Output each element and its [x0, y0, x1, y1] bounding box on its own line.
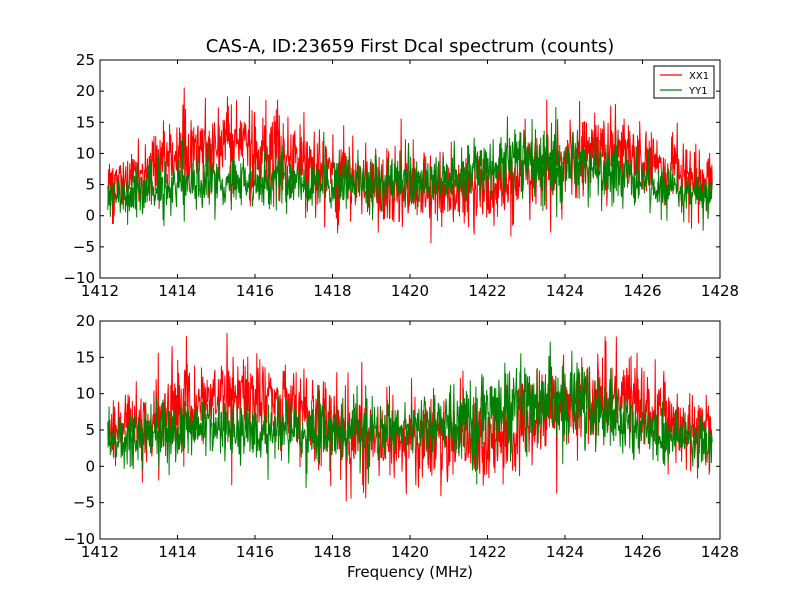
- x-tick-label: 1414: [158, 543, 196, 561]
- y-tick-label: −10: [63, 530, 95, 548]
- y-tick-label: −5: [73, 494, 95, 512]
- y-tick-label: 0: [85, 207, 95, 225]
- y-tick-label: 5: [85, 176, 95, 194]
- x-tick-label: 1422: [468, 282, 506, 300]
- x-tick-label: 1426: [623, 543, 661, 561]
- y-tick-label: 5: [85, 421, 95, 439]
- y-tick-label: 15: [76, 113, 95, 131]
- x-tick-label: 1420: [391, 282, 429, 300]
- x-tick-label: 1424: [546, 543, 584, 561]
- bottom-series-group: [107, 333, 713, 502]
- legend-label-yy1: YY1: [688, 86, 708, 97]
- series-line-panel1-1: [107, 341, 713, 489]
- y-tick-label: 0: [85, 457, 95, 475]
- x-tick-label: 1414: [158, 282, 196, 300]
- top-plot: CAS-A, ID:23659 First Dcal spectrum (cou…: [63, 36, 739, 300]
- y-tick-label: 10: [76, 144, 95, 162]
- x-tick-label: 1424: [546, 282, 584, 300]
- y-tick-label: 20: [76, 312, 95, 330]
- x-tick-label: 1412: [81, 543, 119, 561]
- series-line-yy1: [107, 106, 713, 231]
- x-tick-label: 1420: [391, 543, 429, 561]
- x-tick-label: 1426: [623, 282, 661, 300]
- x-tick-label: 1422: [468, 543, 506, 561]
- bottom-plot: 1412 1414 1416 1418 1420 1422 1424 1426 1428 −10 −…: [63, 312, 739, 581]
- top-plot-frame: [99, 59, 721, 279]
- x-tick-label: 1416: [236, 543, 274, 561]
- top-ticks: 1412 1414 1416 1418 1420 1422 1424 1426 1428 −10 −…: [63, 51, 739, 300]
- bottom-plot-frame: [99, 320, 721, 540]
- bottom-ticks: 1412 1414 1416 1418 1420 1422 1424 1426 1428 −10 −…: [63, 312, 739, 561]
- x-tick-label: 1412: [81, 282, 119, 300]
- top-series-group: [107, 87, 713, 244]
- y-tick-label: 15: [76, 348, 95, 366]
- y-tick-label: 25: [76, 51, 95, 69]
- x-tick-label: 1416: [236, 282, 274, 300]
- x-axis-label: Frequency (MHz): [347, 563, 473, 581]
- legend-label-xx1: XX1: [689, 71, 709, 82]
- y-tick-label: −5: [73, 238, 95, 256]
- legend-box: [653, 65, 715, 99]
- chart-title: CAS-A, ID:23659 First Dcal spectrum (cou…: [206, 36, 615, 57]
- y-tick-label: 10: [76, 385, 95, 403]
- x-tick-label: 1428: [701, 543, 739, 561]
- y-tick-label: −10: [63, 269, 95, 287]
- legend: XX1 YY1: [653, 65, 715, 99]
- x-tick-label: 1418: [313, 543, 351, 561]
- x-tick-label: 1428: [701, 282, 739, 300]
- y-tick-label: 20: [76, 82, 95, 100]
- x-tick-label: 1418: [313, 282, 351, 300]
